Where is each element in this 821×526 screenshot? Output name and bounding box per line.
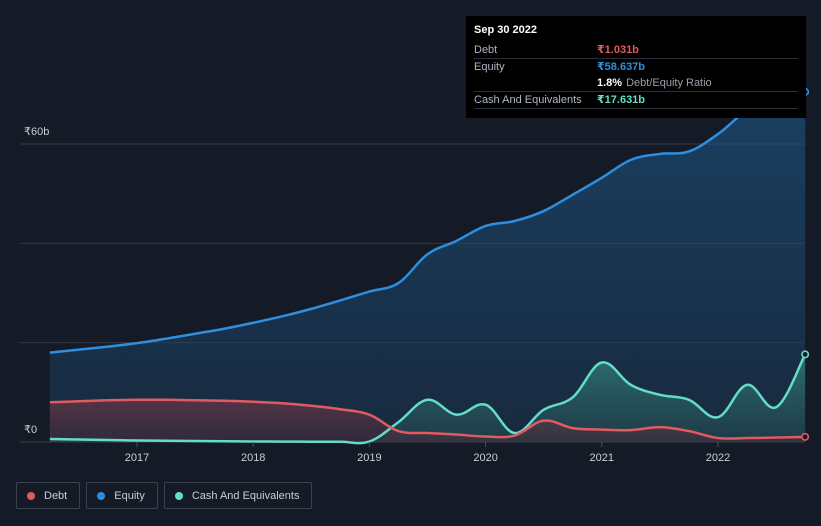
debt-dot-icon bbox=[27, 491, 35, 500]
tooltip-row-ratio: 1.8% Debt/Equity Ratio bbox=[474, 75, 798, 92]
tooltip-row-debt: Debt ₹1.031b bbox=[474, 42, 798, 59]
legend-item-equity[interactable]: Equity bbox=[86, 482, 158, 509]
axis-ticks: 2017 2018 2019 2020 2021 2022 ₹60b ₹0 bbox=[24, 126, 730, 464]
x-tick-label: 2022 bbox=[706, 452, 730, 464]
tooltip-equity-value: ₹58.637b bbox=[597, 61, 646, 73]
cash-dot-icon bbox=[174, 491, 183, 500]
tooltip-ratio-label: Debt/Equity Ratio bbox=[626, 77, 712, 89]
x-tick-label: 2020 bbox=[473, 452, 497, 464]
legend-cash-label: Cash And Equivalents bbox=[191, 489, 300, 502]
debt-line bbox=[49, 398, 806, 440]
tooltip-row-equity: Equity ₹58.637b bbox=[474, 59, 798, 75]
y-tick-label: ₹60b bbox=[24, 126, 49, 138]
tooltip-date: Sep 30 2022 bbox=[474, 24, 537, 36]
series-areas bbox=[49, 91, 806, 444]
legend-equity-label: Equity bbox=[114, 489, 145, 502]
tooltip-equity-label: Equity bbox=[474, 61, 505, 73]
x-tick-label: 2019 bbox=[357, 452, 381, 464]
tooltip-row-cash: Cash And Equivalents ₹17.631b bbox=[474, 92, 798, 109]
tooltip-cash-label: Cash And Equivalents bbox=[474, 94, 582, 106]
equity-area bbox=[49, 91, 806, 442]
cash-end-point bbox=[801, 350, 810, 359]
x-tick-label: 2017 bbox=[125, 452, 149, 464]
debt-area bbox=[49, 399, 806, 442]
cash-area bbox=[49, 354, 806, 444]
tooltip-panel: Sep 30 2022 Debt ₹1.031b Equity ₹58.637b… bbox=[466, 16, 806, 118]
tooltip-cash-value: ₹17.631b bbox=[597, 94, 646, 106]
legend-item-cash[interactable]: Cash And Equivalents bbox=[163, 482, 313, 509]
x-tick-label: 2021 bbox=[590, 452, 614, 464]
equity-dot-icon bbox=[97, 491, 106, 500]
legend-item-debt[interactable]: Debt bbox=[16, 482, 81, 509]
equity-line bbox=[49, 90, 806, 354]
legend-debt-label: Debt bbox=[44, 489, 68, 502]
tooltip-debt-label: Debt bbox=[474, 44, 498, 56]
y-tick-label: ₹0 bbox=[24, 424, 37, 436]
tooltip-debt-value: ₹1.031b bbox=[597, 44, 639, 56]
tooltip-ratio-value: 1.8% bbox=[597, 77, 623, 89]
series-lines bbox=[49, 87, 810, 445]
cash-line bbox=[49, 353, 807, 445]
x-tick-label: 2018 bbox=[241, 452, 265, 464]
debt-end-point bbox=[801, 432, 810, 441]
chart-legend: Debt Equity Cash And Equivalents bbox=[16, 482, 313, 509]
